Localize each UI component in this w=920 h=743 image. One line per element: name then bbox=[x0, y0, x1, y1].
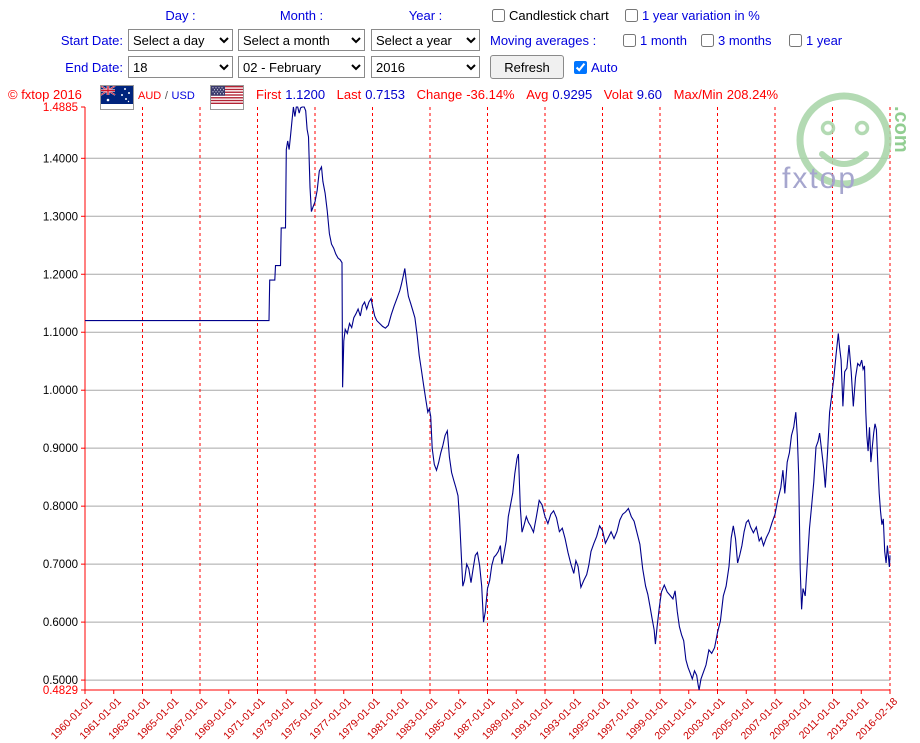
auto-checkbox-row: Auto bbox=[574, 60, 618, 75]
stat-last-label: Last bbox=[336, 87, 362, 102]
ma-1-month-label: 1 month bbox=[640, 33, 687, 48]
stat-change-value: -36.14% bbox=[466, 87, 515, 102]
one-year-variation-checkbox[interactable] bbox=[625, 9, 638, 22]
start-month-select[interactable]: Select a month bbox=[238, 29, 365, 51]
currency-pair: AUD / USD bbox=[138, 87, 195, 102]
svg-text:0.5000: 0.5000 bbox=[43, 675, 78, 687]
stat-avg-value: 0.9295 bbox=[552, 87, 593, 102]
quote-currency: USD bbox=[171, 90, 195, 102]
svg-text:0.4829: 0.4829 bbox=[43, 685, 78, 697]
auto-label: Auto bbox=[591, 60, 618, 75]
ma-1-year-checkbox[interactable] bbox=[789, 34, 802, 47]
stat-volat-label: Volat bbox=[603, 87, 633, 102]
stats-bar: First 1.1200 Last 0.7153 Change -36.14% Avg… bbox=[248, 87, 778, 102]
month-column-label: Month : bbox=[279, 8, 324, 23]
svg-text:1.2000: 1.2000 bbox=[43, 269, 78, 281]
day-column-label: Day : bbox=[165, 8, 196, 23]
ma-1-month-checkbox[interactable] bbox=[623, 34, 636, 47]
stat-first-value: 1.1200 bbox=[285, 87, 326, 102]
price-chart-svg: 1.4885 1.4000 1.3000 1.2000 1.1000 1.0000 0.90… bbox=[43, 102, 900, 742]
stat-change-label: Change bbox=[416, 87, 463, 102]
candlestick-label: Candlestick chart bbox=[509, 8, 609, 23]
svg-text:0.9000: 0.9000 bbox=[43, 443, 78, 455]
end-day-select[interactable]: 18 bbox=[128, 56, 233, 78]
svg-text:1.4885: 1.4885 bbox=[43, 102, 78, 114]
ma-3-months-label: 3 months bbox=[718, 33, 772, 48]
ma-1-year-row: 1 year bbox=[789, 33, 842, 48]
candlestick-checkbox[interactable] bbox=[492, 9, 505, 22]
svg-text:1.4000: 1.4000 bbox=[43, 153, 78, 165]
year-column-label: Year : bbox=[408, 8, 443, 23]
price-chart: 1.4885 1.4000 1.3000 1.2000 1.1000 1.0000 0.90… bbox=[0, 100, 920, 743]
stat-maxmin-value: 208.24% bbox=[726, 87, 779, 102]
stat-volat-value: 9.60 bbox=[636, 87, 663, 102]
usa-flag-icon bbox=[210, 85, 244, 110]
ma-1-month-row: 1 month bbox=[623, 33, 687, 48]
variation-checkbox-row: 1 year variation in % bbox=[625, 8, 760, 23]
end-date-label: End Date: bbox=[65, 60, 123, 75]
stat-maxmin-label: Max/Min bbox=[673, 87, 723, 102]
base-currency: AUD bbox=[138, 90, 162, 102]
svg-text:1.3000: 1.3000 bbox=[43, 211, 78, 223]
refresh-button[interactable]: Refresh bbox=[490, 55, 564, 79]
svg-text:1.1000: 1.1000 bbox=[43, 327, 78, 339]
australia-flag-icon bbox=[100, 85, 134, 110]
one-year-variation-label: 1 year variation in % bbox=[642, 8, 760, 23]
stat-last-value: 0.7153 bbox=[365, 87, 406, 102]
stat-first-label: First bbox=[256, 87, 282, 102]
end-year-select[interactable]: 2016 bbox=[371, 56, 480, 78]
moving-averages-label: Moving averages : bbox=[490, 33, 597, 48]
start-date-label: Start Date: bbox=[60, 33, 123, 48]
svg-text:1.0000: 1.0000 bbox=[43, 385, 78, 397]
ma-1-year-label: 1 year bbox=[806, 33, 843, 48]
ma-3-months-checkbox[interactable] bbox=[701, 34, 714, 47]
end-month-select[interactable]: 02 - February bbox=[238, 56, 365, 78]
stat-avg-label: Avg bbox=[526, 87, 549, 102]
start-day-select[interactable]: Select a day bbox=[128, 29, 233, 51]
auto-checkbox[interactable] bbox=[574, 61, 587, 74]
start-year-select[interactable]: Select a year bbox=[371, 29, 480, 51]
copyright-text: © fxtop 2016 bbox=[8, 87, 82, 102]
candlestick-checkbox-row: Candlestick chart bbox=[492, 8, 609, 23]
svg-text:0.7000: 0.7000 bbox=[43, 559, 78, 571]
pair-separator: / bbox=[164, 90, 168, 102]
ma-3-months-row: 3 months bbox=[701, 33, 771, 48]
svg-text:0.6000: 0.6000 bbox=[43, 617, 78, 629]
svg-text:0.8000: 0.8000 bbox=[43, 501, 78, 513]
